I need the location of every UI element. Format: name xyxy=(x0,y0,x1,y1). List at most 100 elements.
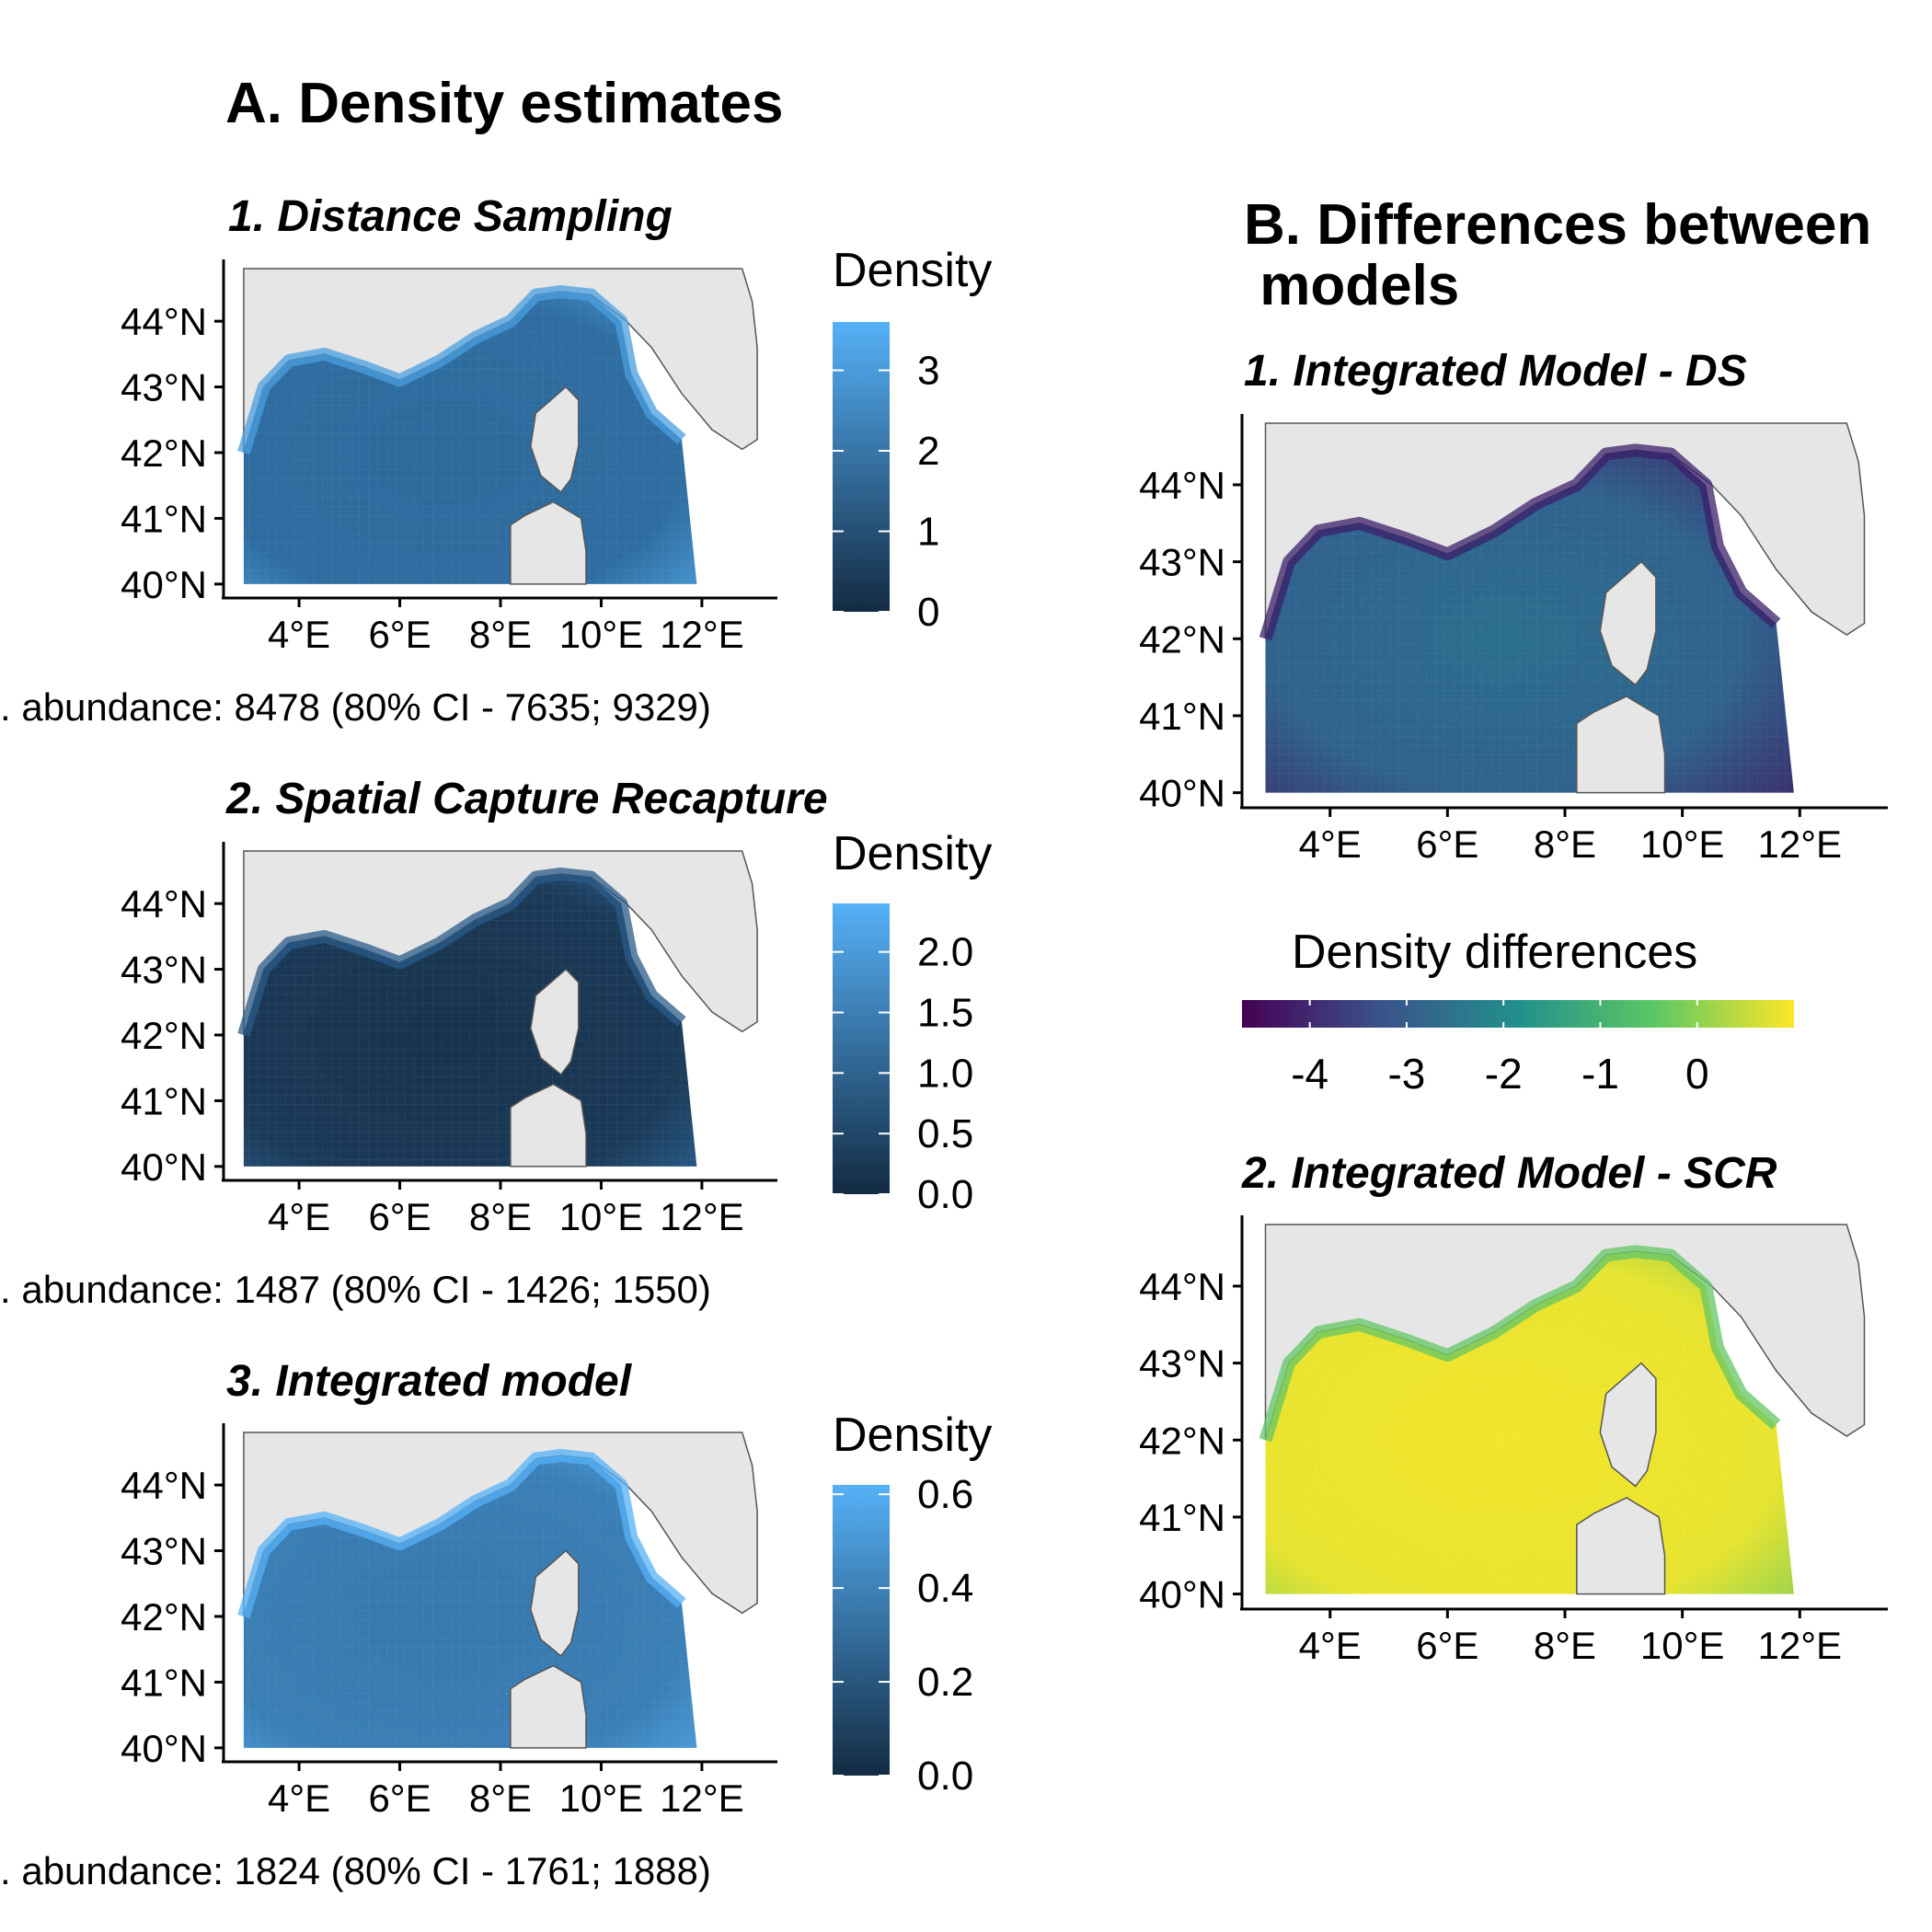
y-tick-label: 41°N xyxy=(121,1079,207,1122)
sardinia-island xyxy=(510,1664,587,1749)
colorbar-tick-label: 1 xyxy=(917,510,939,555)
x-tick-label: 12°E xyxy=(660,1777,744,1820)
legend-title-scr: Density xyxy=(833,827,993,880)
x-tick-label: 8°E xyxy=(469,613,532,656)
y-tick-label: 43°N xyxy=(121,949,207,992)
colorbar-tick-label: 1.0 xyxy=(917,1051,973,1096)
legend-title-diff: Density differences xyxy=(1292,926,1698,979)
x-tick-label: 4°E xyxy=(1299,1624,1362,1667)
abundance-integrated: . abundance: 1824 (80% CI - 1761; 1888) xyxy=(0,1849,711,1892)
y-tick-label: 40°N xyxy=(1139,772,1225,815)
section-a-title: A. Density estimates xyxy=(225,72,784,135)
colorbar-tick-label: -3 xyxy=(1387,1050,1425,1098)
x-tick-label: 8°E xyxy=(1534,1624,1596,1667)
colorbar-tick-label: 2 xyxy=(917,429,939,474)
y-tick-label: 42°N xyxy=(121,431,207,475)
map-panel-3: 44°N 43°N 42°N 41°N 40°N 4°E 6°E 8°E 10°E 12°E xyxy=(1139,414,1888,866)
y-tick-label: 42°N xyxy=(121,1014,207,1057)
coastal-band xyxy=(1259,1245,1781,1443)
x-tick-label: 6°E xyxy=(368,613,431,656)
x-tick-label: 10°E xyxy=(559,613,644,656)
colorbar-tick-label: 1.5 xyxy=(917,991,973,1036)
y-tick-label: 41°N xyxy=(121,497,207,540)
map-panel-2: 44°N 43°N 42°N 41°N 40°N 4°E 6°E 8°E 10°E 12°E xyxy=(121,1423,777,1820)
map-panel-0: 44°N 43°N 42°N 41°N 40°N 4°E 6°E 8°E 10°E 12°E xyxy=(121,259,777,656)
y-tick-label: 42°N xyxy=(121,1595,207,1639)
colorbar-1: 2.0 1.5 1.0 0.5 0.0 xyxy=(833,903,973,1217)
colorbar-differences: -4 -3 -2 -1 0 xyxy=(1242,1000,1794,1098)
colorbar-gradient xyxy=(833,322,890,612)
y-tick-label: 40°N xyxy=(121,1727,207,1770)
abundance-ds: . abundance: 8478 (80% CI - 7635; 9329) xyxy=(0,685,711,729)
x-tick-label: 12°E xyxy=(660,613,744,656)
coastal-band xyxy=(237,868,686,1038)
colorbar-2: 0.6 0.4 0.2 0.0 xyxy=(833,1472,973,1799)
colorbar-tick-label: 0.5 xyxy=(917,1111,973,1156)
sardinia-island xyxy=(510,500,587,585)
coastal-band xyxy=(237,1449,686,1619)
x-tick-label: 10°E xyxy=(559,1777,644,1820)
x-tick-label: 4°E xyxy=(268,1777,330,1820)
legend-title-ds: Density xyxy=(833,244,993,297)
x-tick-label: 4°E xyxy=(1299,822,1362,866)
colorbar-gradient xyxy=(833,1485,890,1776)
corsica-island xyxy=(530,385,580,493)
panel-title-scr: 2. Spatial Capture Recapture xyxy=(226,775,828,823)
x-tick-label: 6°E xyxy=(368,1195,431,1238)
corsica-island xyxy=(530,968,580,1075)
legend-title-integrated: Density xyxy=(833,1409,993,1462)
colorbar-gradient xyxy=(833,903,890,1194)
corsica-island xyxy=(1599,1362,1657,1488)
y-tick-label: 44°N xyxy=(121,300,207,343)
y-tick-label: 43°N xyxy=(1139,1342,1225,1386)
colorbar-tick-label: -2 xyxy=(1485,1050,1523,1098)
y-tick-label: 43°N xyxy=(121,366,207,409)
x-tick-label: 6°E xyxy=(1416,1624,1478,1667)
x-tick-label: 4°E xyxy=(268,613,330,656)
map-panel-4: 44°N 43°N 42°N 41°N 40°N 4°E 6°E 8°E 10°E 12°E xyxy=(1139,1215,1888,1667)
x-tick-label: 10°E xyxy=(1640,1624,1725,1667)
y-tick-label: 44°N xyxy=(121,1464,207,1507)
y-tick-label: 42°N xyxy=(1139,617,1225,661)
y-tick-label: 40°N xyxy=(121,1145,207,1189)
y-tick-label: 44°N xyxy=(121,882,207,926)
x-tick-label: 12°E xyxy=(1758,822,1843,866)
colorbar-0: 3 2 1 0 xyxy=(833,322,939,635)
colorbar-tick-label: 0 xyxy=(1685,1050,1709,1098)
y-tick-label: 41°N xyxy=(1139,1496,1225,1539)
corsica-island xyxy=(1599,560,1657,686)
colorbar-tick-label: 2.0 xyxy=(917,930,973,975)
sardinia-island xyxy=(1576,1497,1666,1595)
y-tick-label: 44°N xyxy=(1139,464,1225,507)
section-b-title: B. Differences between models xyxy=(1244,193,1872,317)
x-tick-label: 8°E xyxy=(469,1777,532,1820)
y-tick-label: 41°N xyxy=(1139,695,1225,738)
corsica-island xyxy=(530,1549,580,1657)
colorbar-tick-label: -4 xyxy=(1291,1050,1328,1098)
abundance-scr: . abundance: 1487 (80% CI - 1426; 1550) xyxy=(0,1268,711,1311)
x-tick-label: 12°E xyxy=(1758,1624,1843,1667)
colorbar-tick-label: -1 xyxy=(1581,1050,1619,1098)
x-tick-label: 8°E xyxy=(469,1195,532,1238)
x-tick-label: 6°E xyxy=(1416,822,1478,866)
map-panel-1: 44°N 43°N 42°N 41°N 40°N 4°E 6°E 8°E 10°E 12°E xyxy=(121,842,777,1238)
colorbar-tick-label: 3 xyxy=(917,349,939,394)
colorbar-tick-label: 0.0 xyxy=(917,1754,973,1799)
colorbar-tick-label: 0.0 xyxy=(917,1172,973,1217)
colorbar-gradient xyxy=(1242,1000,1794,1028)
panel-title-ds: 1. Distance Sampling xyxy=(228,192,673,241)
colorbar-tick-label: 0.2 xyxy=(917,1660,973,1705)
sardinia-island xyxy=(510,1083,587,1167)
colorbar-tick-label: 0.6 xyxy=(917,1472,973,1517)
coastal-band xyxy=(1259,443,1781,641)
panel-title-integrated: 3. Integrated model xyxy=(226,1357,632,1406)
x-tick-label: 4°E xyxy=(268,1195,330,1238)
y-tick-label: 40°N xyxy=(121,563,207,606)
x-tick-label: 6°E xyxy=(368,1777,431,1820)
x-tick-label: 10°E xyxy=(1640,822,1725,866)
colorbar-tick-label: 0.4 xyxy=(917,1566,973,1611)
panel-title-diff-scr: 2. Integrated Model - SCR xyxy=(1242,1149,1777,1198)
y-tick-label: 44°N xyxy=(1139,1265,1225,1308)
colorbar-tick-label: 0 xyxy=(917,590,939,635)
